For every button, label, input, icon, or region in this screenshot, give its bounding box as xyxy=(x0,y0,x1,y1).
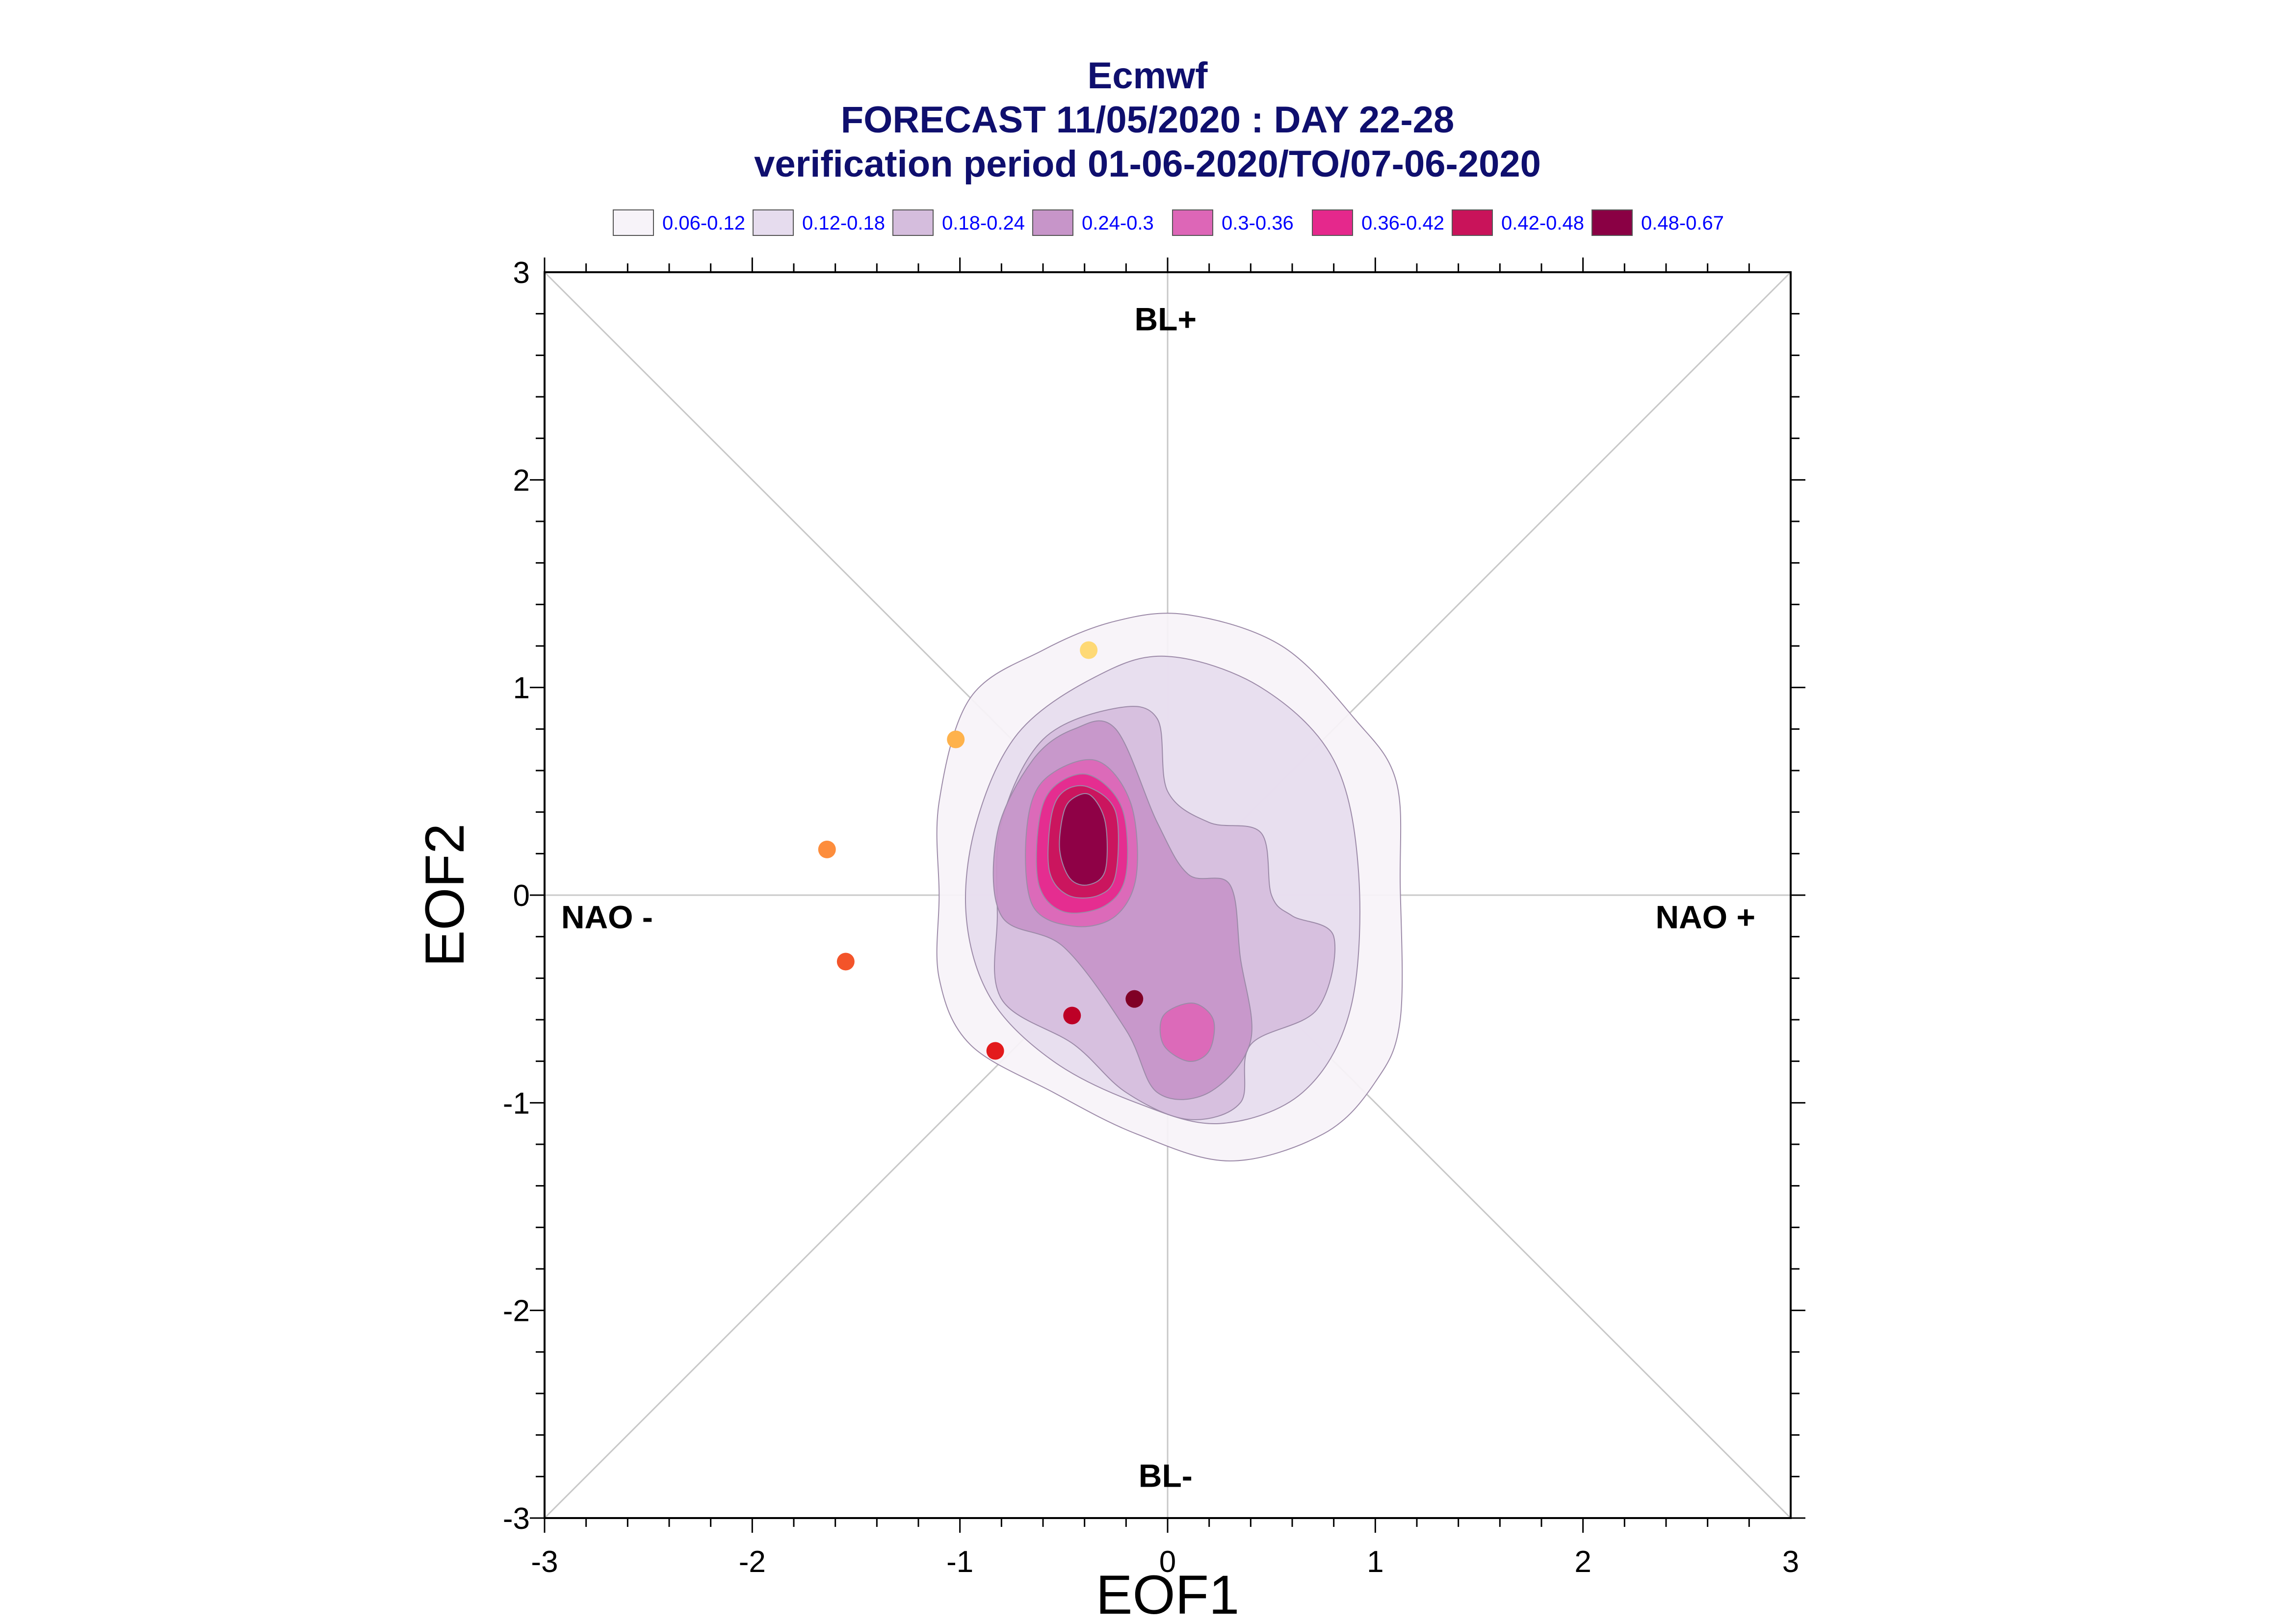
legend-label: 0.48-0.67 xyxy=(1641,212,1724,234)
legend-swatch xyxy=(1452,209,1493,236)
x-tick-label: -1 xyxy=(946,1545,973,1579)
regime-label-nao-plus: NAO + xyxy=(1655,899,1755,935)
y-tick-label: 2 xyxy=(513,464,530,497)
x-tick-label: 2 xyxy=(1574,1545,1591,1579)
scatter-point xyxy=(1080,641,1098,659)
y-tick-label: -2 xyxy=(503,1294,530,1328)
density-contour xyxy=(1159,1003,1215,1062)
plot-area: -3 -2 -1 0 1 2 3 -3 -2 -1 0 1 2 3 EOF1 EOF2 BL+ BL- NAO - N… xyxy=(414,256,1805,1624)
x-tick-label: 3 xyxy=(1782,1545,1799,1579)
legend-label: 0.24-0.3 xyxy=(1082,212,1154,234)
scatter-point xyxy=(986,1042,1004,1060)
legend-label: 0.18-0.24 xyxy=(942,212,1025,234)
x-axis-title: EOF1 xyxy=(1096,1564,1240,1624)
legend-label: 0.42-0.48 xyxy=(1501,212,1584,234)
scatter-point xyxy=(947,730,965,748)
density-contour xyxy=(1059,793,1108,886)
scatter-point xyxy=(1125,990,1144,1008)
chart-title-line-1: Ecmwf xyxy=(1088,55,1208,97)
legend-swatch xyxy=(1172,209,1213,236)
legend-swatch xyxy=(1312,209,1353,236)
legend-swatch xyxy=(753,209,794,236)
legend: 0.06-0.12 0.12-0.18 0.18-0.24 0.24-0.3 0.3-0… xyxy=(613,209,1724,236)
regime-label-bl-minus: BL- xyxy=(1139,1458,1193,1494)
y-tick-label: -1 xyxy=(503,1086,530,1120)
legend-label: 0.06-0.12 xyxy=(662,212,745,234)
scatter-point xyxy=(836,953,855,971)
legend-swatch xyxy=(613,209,654,236)
legend-swatch xyxy=(1591,209,1633,236)
legend-label: 0.3-0.36 xyxy=(1222,212,1294,234)
y-axis-title: EOF2 xyxy=(414,824,475,967)
chart-title-line-3: verification period 01-06-2020/TO/07-06-… xyxy=(754,143,1541,185)
y-tick-label: 0 xyxy=(513,879,530,913)
legend-label: 0.12-0.18 xyxy=(802,212,885,234)
legend-label: 0.36-0.42 xyxy=(1361,212,1444,234)
legend-swatch xyxy=(892,209,934,236)
y-tick-label: 1 xyxy=(513,671,530,705)
x-tick-label: -3 xyxy=(531,1545,558,1579)
x-tick-label: 1 xyxy=(1367,1545,1383,1579)
x-tick-label: -2 xyxy=(739,1545,766,1579)
regime-label-nao-minus: NAO - xyxy=(561,899,653,935)
y-tick-label: 3 xyxy=(513,256,530,290)
scatter-point xyxy=(1063,1006,1081,1025)
regime-label-bl-plus: BL+ xyxy=(1135,301,1197,337)
chart-title-line-2: FORECAST 11/05/2020 : DAY 22-28 xyxy=(841,99,1454,141)
legend-swatch xyxy=(1032,209,1073,236)
scatter-point xyxy=(818,840,836,858)
x-tick-label: 0 xyxy=(1159,1545,1176,1579)
y-tick-label: -3 xyxy=(503,1502,530,1536)
